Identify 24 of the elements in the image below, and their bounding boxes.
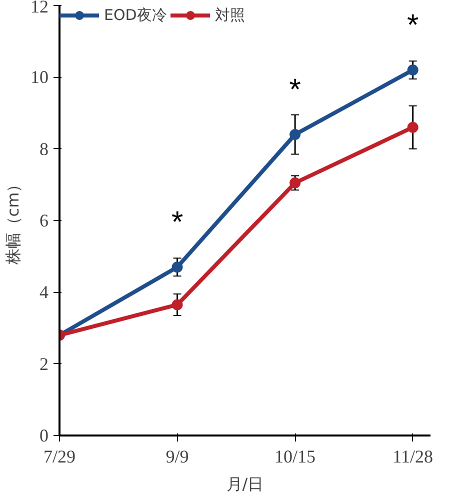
y-axis-title: 株幅（cm） xyxy=(4,176,22,266)
x-tick-label: 10/15 xyxy=(274,446,316,466)
point xyxy=(290,177,301,188)
point xyxy=(172,299,183,310)
point xyxy=(290,129,301,140)
y-tick-label: 10 xyxy=(30,67,48,88)
annotation: * xyxy=(406,9,419,42)
x-tick-label: 11/28 xyxy=(392,446,434,466)
x-axis-title: 月/日 xyxy=(226,474,264,494)
x-tick-label: 7/29 xyxy=(44,446,76,466)
y-tick-label: 4 xyxy=(40,282,48,302)
point xyxy=(407,122,418,133)
x-tick-label: 9/9 xyxy=(166,446,189,466)
y-tick-label: 6 xyxy=(40,210,48,230)
legend-label: 対照 xyxy=(214,6,245,24)
y-tick-label: 0 xyxy=(40,426,48,446)
point xyxy=(172,262,183,273)
annotation: * xyxy=(171,206,184,240)
legend-label: EOD夜冷 xyxy=(104,6,167,24)
y-tick-label: 12 xyxy=(30,0,48,16)
y-tick-label: 8 xyxy=(40,138,48,159)
annotation: * xyxy=(289,74,302,106)
y-tick-label: 2 xyxy=(40,354,48,374)
point xyxy=(407,64,418,76)
